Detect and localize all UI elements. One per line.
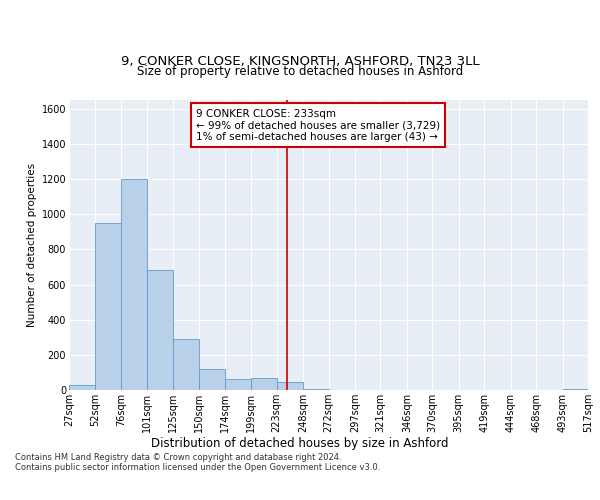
Text: Contains HM Land Registry data © Crown copyright and database right 2024.: Contains HM Land Registry data © Crown c… bbox=[15, 454, 341, 462]
Bar bbox=[121, 179, 148, 390]
Bar bbox=[277, 382, 303, 390]
Bar bbox=[148, 270, 173, 390]
Text: Distribution of detached houses by size in Ashford: Distribution of detached houses by size … bbox=[151, 438, 449, 450]
Bar bbox=[224, 380, 251, 390]
Text: Contains public sector information licensed under the Open Government Licence v3: Contains public sector information licen… bbox=[15, 464, 380, 472]
Text: 9, CONKER CLOSE, KINGSNORTH, ASHFORD, TN23 3LL: 9, CONKER CLOSE, KINGSNORTH, ASHFORD, TN… bbox=[121, 54, 479, 68]
Bar bbox=[69, 384, 95, 390]
Y-axis label: Number of detached properties: Number of detached properties bbox=[28, 163, 37, 327]
Bar bbox=[251, 378, 277, 390]
Bar bbox=[199, 369, 224, 390]
Text: Size of property relative to detached houses in Ashford: Size of property relative to detached ho… bbox=[137, 64, 463, 78]
Bar bbox=[95, 223, 121, 390]
Text: 9 CONKER CLOSE: 233sqm
← 99% of detached houses are smaller (3,729)
1% of semi-d: 9 CONKER CLOSE: 233sqm ← 99% of detached… bbox=[196, 108, 440, 142]
Bar bbox=[173, 339, 199, 390]
